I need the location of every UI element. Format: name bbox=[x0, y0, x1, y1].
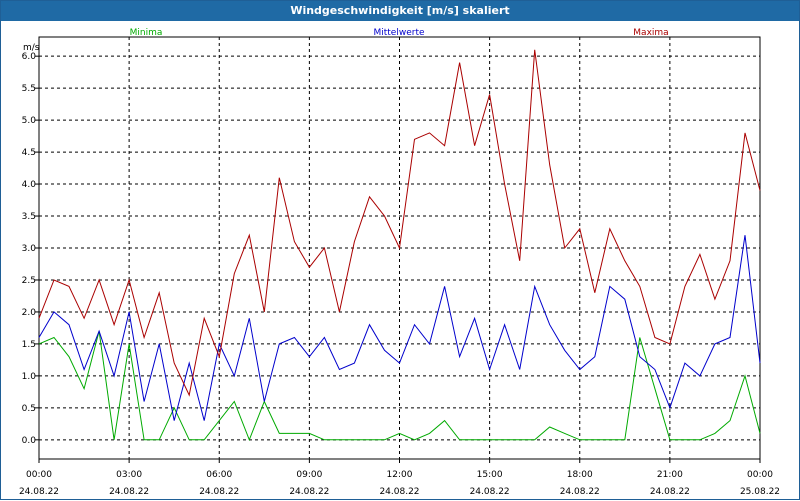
x-axis-ticks: 00:00 24.08.22 03:00 24.08.22 06:00 24.08.22 0… bbox=[19, 459, 780, 497]
y-axis-unit: m/s bbox=[23, 43, 40, 53]
window-title: Windgeschwindigkeit [m/s] skaliert bbox=[1, 1, 799, 21]
legend-minima: Minima bbox=[130, 28, 163, 38]
x-tick-time: 18:00 bbox=[567, 470, 593, 480]
x-tick-time: 03:00 bbox=[116, 470, 142, 480]
y-tick-label: 2.0 bbox=[22, 308, 37, 318]
y-tick-label: 4.5 bbox=[22, 148, 36, 158]
y-axis-ticks: 0.0 0.5 1.0 1.5 2.0 2.5 3.0 3.5 4.0 4.5 5.0 5.5 6.0 bbox=[22, 52, 39, 446]
series-line-mittelwerte bbox=[38, 235, 761, 421]
x-tick-date: 24.08.22 bbox=[560, 487, 600, 497]
x-tick-date: 24.08.22 bbox=[109, 487, 149, 497]
series-lines bbox=[38, 49, 761, 442]
y-tick-label: 0.5 bbox=[22, 404, 36, 414]
x-tick-time: 00:00 bbox=[26, 470, 52, 480]
y-tick-label: 3.5 bbox=[22, 212, 36, 222]
y-tick-label: 2.5 bbox=[22, 276, 36, 286]
y-tick-label: 1.5 bbox=[22, 340, 36, 350]
x-tick-date: 24.08.22 bbox=[650, 487, 690, 497]
legend-mittelwerte: Mittelwerte bbox=[373, 28, 424, 38]
x-tick-date: 25.08.22 bbox=[740, 487, 780, 497]
y-tick-label: 5.0 bbox=[22, 116, 37, 126]
y-tick-label: 0.0 bbox=[22, 436, 37, 446]
x-tick-date: 24.08.22 bbox=[19, 487, 59, 497]
x-tick-time: 09:00 bbox=[296, 470, 322, 480]
x-tick-date: 24.08.22 bbox=[470, 487, 510, 497]
y-tick-label: 4.0 bbox=[22, 180, 37, 190]
x-tick-date: 24.08.22 bbox=[199, 487, 239, 497]
x-tick-time: 00:00 bbox=[747, 470, 773, 480]
series-line-maxima bbox=[38, 49, 761, 397]
x-tick-time: 15:00 bbox=[477, 470, 503, 480]
x-tick-date: 24.08.22 bbox=[379, 487, 419, 497]
x-tick-date: 24.08.22 bbox=[289, 487, 329, 497]
x-tick-time: 21:00 bbox=[657, 470, 683, 480]
y-tick-label: 5.5 bbox=[22, 84, 36, 94]
series-line-minima bbox=[38, 330, 761, 442]
x-tick-time: 06:00 bbox=[206, 470, 232, 480]
y-tick-label: 1.0 bbox=[22, 372, 37, 382]
legend-maxima: Maxima bbox=[633, 28, 668, 38]
y-tick-label: 3.0 bbox=[22, 244, 37, 254]
y-tick-label: 6.0 bbox=[22, 52, 37, 62]
x-tick-time: 12:00 bbox=[387, 470, 413, 480]
